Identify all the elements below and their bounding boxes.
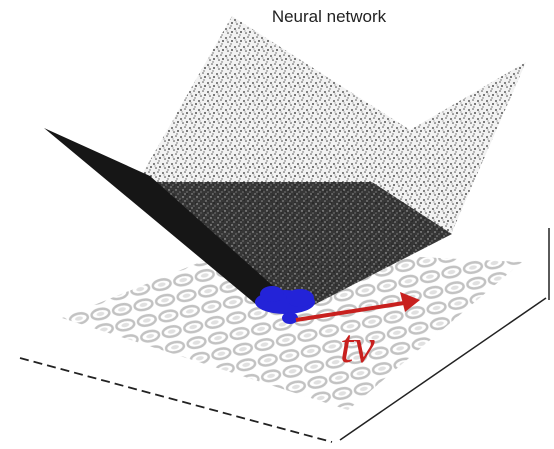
figure-title: Neural network bbox=[272, 7, 387, 26]
figure: Neural network tv bbox=[0, 0, 554, 449]
direction-label: tv bbox=[340, 320, 375, 373]
